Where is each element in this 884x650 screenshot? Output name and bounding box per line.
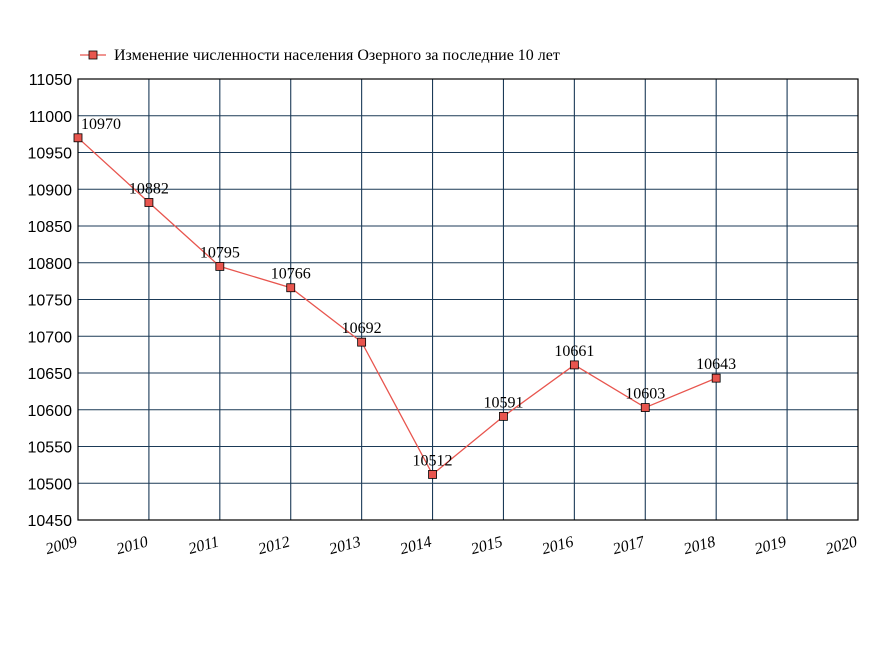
data-point: [711, 373, 721, 383]
data-point: [357, 337, 367, 347]
data-label: 10512: [413, 452, 453, 469]
x-tick-label: 2012: [256, 533, 291, 558]
data-point: [144, 198, 154, 207]
legend-entry: Изменение численности населения Озерного…: [114, 47, 560, 64]
y-tick-label: 10500: [28, 476, 73, 493]
data-label: 10970: [81, 116, 121, 133]
data-point: [499, 411, 508, 421]
x-tick-label: 2010: [115, 533, 150, 558]
y-tick-label: 10950: [28, 146, 73, 163]
y-tick-label: 10700: [28, 329, 73, 346]
x-tick-label: 2020: [824, 533, 859, 558]
y-tick-label: 10850: [28, 219, 73, 236]
data-point: [286, 283, 296, 293]
x-tick-label: 2009: [44, 533, 79, 558]
data-label: 10882: [129, 180, 169, 197]
grid: [78, 79, 858, 520]
y-tick-label: 10800: [28, 256, 73, 273]
x-tick-label: 2017: [611, 533, 647, 558]
x-tick-label: 2019: [753, 533, 788, 558]
x-tick-label: 2014: [398, 533, 433, 558]
x-tick-label: 2013: [327, 533, 362, 558]
legend: Изменение численности населения Озерного…: [80, 47, 560, 64]
data-point: [215, 262, 225, 271]
y-axis-ticks: 10450 10500 10550 10600 10650 10700 10750 10800…: [28, 72, 73, 530]
legend-marker-icon: [88, 50, 98, 60]
data-point: [428, 470, 437, 479]
data-label: 10603: [625, 386, 665, 403]
data-point: [73, 133, 83, 143]
data-point: [640, 403, 650, 412]
data-label: 10661: [554, 343, 594, 360]
y-tick-label: 11000: [29, 109, 72, 126]
y-tick-label: 10750: [28, 293, 73, 310]
data-labels: 10970 10882 10795 10766 10692 10512 10591 10661…: [81, 116, 736, 470]
data-label: 10591: [483, 394, 523, 411]
data-point: [569, 360, 579, 370]
data-label: 10692: [342, 320, 382, 337]
x-tick-label: 2011: [187, 533, 221, 557]
data-label: 10643: [696, 356, 736, 373]
y-tick-label: 11050: [29, 72, 72, 89]
y-tick-label: 10650: [28, 366, 73, 383]
x-tick-label: 2016: [540, 533, 575, 558]
x-tick-label: 2018: [682, 533, 717, 558]
y-tick-label: 10450: [28, 513, 73, 530]
series-population: [73, 133, 721, 479]
y-tick-label: 10600: [28, 403, 73, 420]
y-tick-label: 10550: [28, 440, 73, 457]
plot-frame: [77, 78, 859, 521]
series-line: [77, 137, 717, 476]
data-label: 10766: [271, 266, 311, 283]
x-axis-ticks: 2009 2010 2011 2012 2013 2014 2015 2016 2017 2018…: [44, 533, 859, 558]
data-label: 10795: [200, 244, 240, 261]
y-tick-label: 10900: [28, 182, 73, 199]
x-tick-label: 2015: [469, 533, 504, 558]
